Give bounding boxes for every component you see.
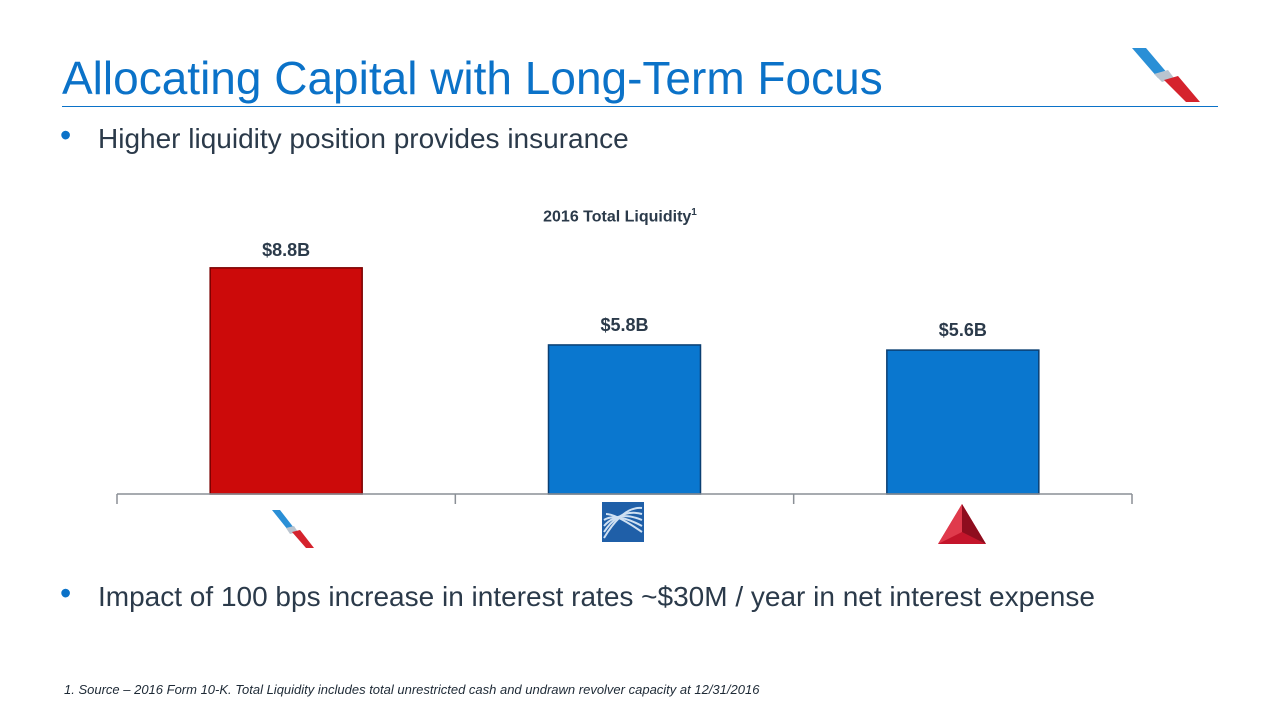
bullet-liquidity-text: Higher liquidity position provides insur… — [98, 123, 629, 154]
bullet-interest-impact-text: Impact of 100 bps increase in interest r… — [98, 581, 1095, 612]
bullet-dot: • — [60, 575, 72, 611]
footnote: 1. Source – 2016 Form 10-K. Total Liquid… — [64, 682, 760, 697]
data-label-united-airlines: $5.8B — [600, 315, 648, 335]
chart-title: 2016 Total Liquidity1 — [420, 207, 820, 226]
bar-american-airlines — [209, 267, 363, 495]
bullet-liquidity: • Higher liquidity position provides ins… — [60, 118, 860, 162]
slide-title: Allocating Capital with Long-Term Focus — [62, 52, 883, 104]
delta-airlines-logo-icon — [938, 504, 986, 544]
bar-delta-airlines — [886, 349, 1040, 495]
data-label-american-airlines: $8.8B — [262, 240, 310, 260]
chart-title-footnote-ref: 1 — [691, 207, 697, 218]
american-airlines-logo-icon — [272, 510, 314, 548]
chart-title-text: 2016 Total Liquidity — [543, 208, 692, 226]
title-divider — [62, 106, 1218, 107]
bullet-interest-impact: • Impact of 100 bps increase in interest… — [60, 576, 1180, 660]
bar-united-airlines — [547, 344, 702, 495]
american-airlines-logo-icon — [1132, 48, 1200, 102]
united-airlines-logo-icon — [602, 502, 644, 542]
bullet-dot: • — [60, 117, 72, 153]
data-label-delta-airlines: $5.6B — [939, 320, 987, 340]
